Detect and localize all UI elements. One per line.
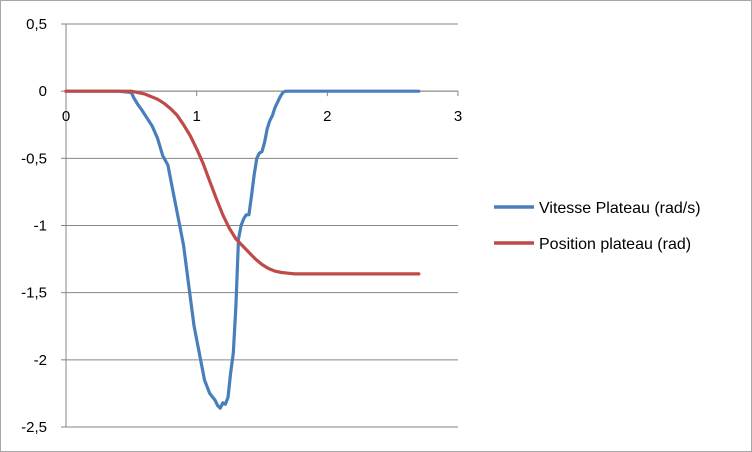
series-line-position: [64, 89, 421, 276]
x-tick-label: 3: [454, 108, 462, 125]
x-tick-label: 2: [323, 108, 331, 125]
y-tick-label: -0,5: [21, 150, 47, 167]
y-tick-label: -1,5: [21, 285, 47, 302]
y-tick-label: 0: [39, 83, 47, 100]
gridlines: [66, 23, 458, 428]
series-lines: [64, 89, 421, 410]
y-tick-label: 0,5: [26, 16, 47, 33]
legend-label-vitesse: Vitesse Plateau (rad/s): [539, 200, 701, 217]
legend-label-position: Position plateau (rad): [539, 236, 691, 253]
series-line-vitesse: [64, 89, 421, 410]
legend: Vitesse Plateau (rad/s) Position plateau…: [494, 200, 701, 253]
x-tick-label: 1: [192, 108, 200, 125]
x-tick-label: 0: [62, 108, 70, 125]
y-tick-label: -2,5: [21, 419, 47, 436]
y-tick-label: -2: [34, 352, 47, 369]
x-tick-labels: 0 1 2 3: [62, 108, 462, 125]
y-tick-labels: 0,5 0 -0,5 -1 -1,5 -2 -2,5: [21, 16, 47, 436]
y-tick-label: -1: [34, 218, 47, 235]
